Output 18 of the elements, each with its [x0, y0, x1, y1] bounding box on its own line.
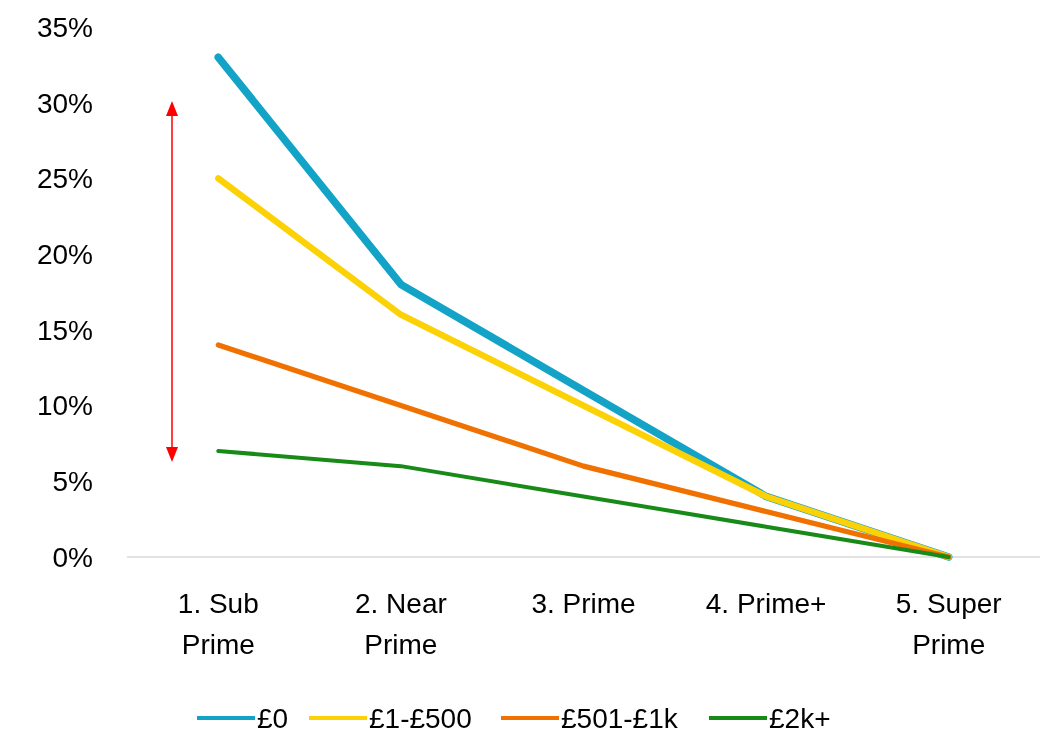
legend-label: £1-£500	[369, 702, 472, 734]
x-tick-label: 4. Prime+	[705, 588, 827, 619]
x-tick-label: 5. Super Prime	[895, 588, 1002, 660]
y-tick-label: 5%	[52, 466, 93, 498]
y-tick-label: 15%	[36, 314, 93, 346]
y-tick-label: 25%	[36, 163, 93, 195]
y-tick-label: 30%	[36, 87, 93, 119]
y-tick-label: 10%	[36, 390, 93, 422]
legend-label: £501-£1k	[561, 702, 679, 734]
x-tick-label: 2. Near Prime	[354, 588, 447, 660]
line-series	[216, 449, 951, 559]
y-tick-label: 0%	[52, 541, 93, 573]
x-tick-label: 3. Prime	[531, 588, 636, 619]
y-tick-label: 35%	[36, 11, 93, 43]
x-tick-label: 1. Sub Prime	[177, 588, 259, 660]
legend-label: £0	[257, 702, 289, 734]
legend-label: £2k+	[769, 702, 831, 734]
y-tick-label: 20%	[36, 238, 93, 270]
